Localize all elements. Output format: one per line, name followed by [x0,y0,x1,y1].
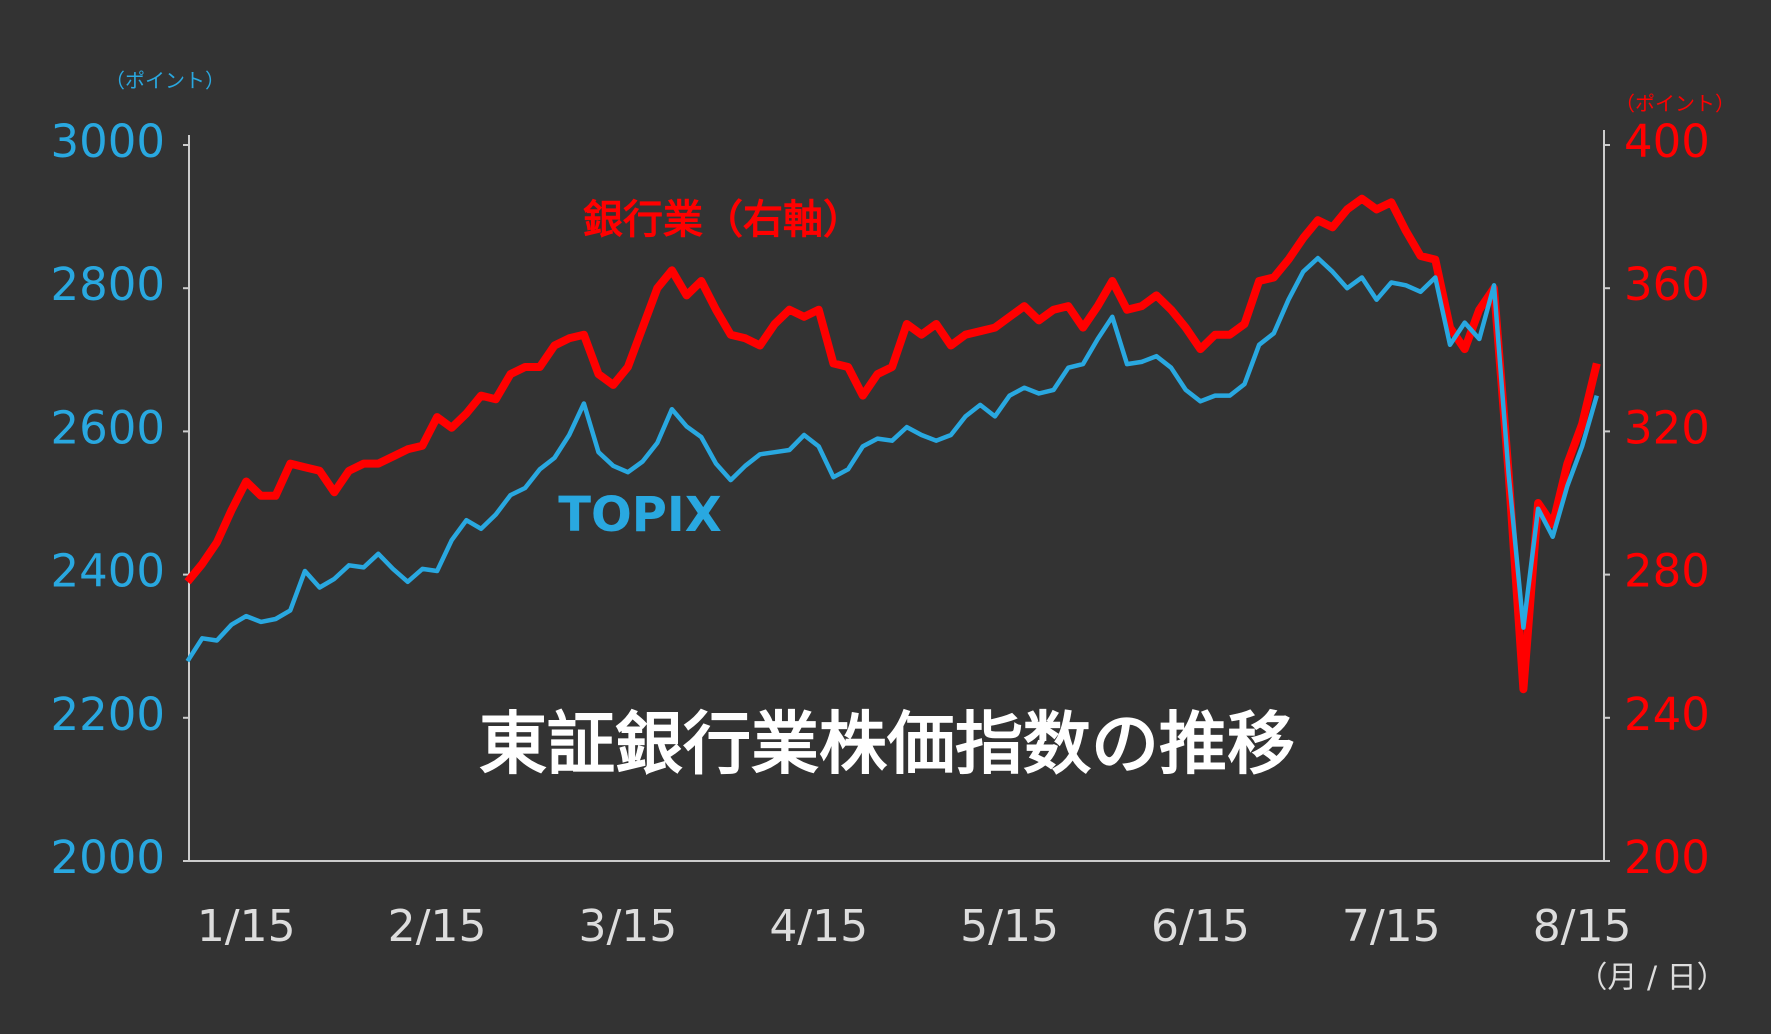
y2-tick-label: 360 [1624,258,1710,311]
y-tick-label: 2800 [50,258,165,311]
y2-tick-label: 280 [1624,545,1710,598]
series-line [185,255,1599,663]
y2-tick-label: 320 [1624,401,1710,454]
y2-tick-label: 240 [1624,688,1710,741]
y2-tick-label: 200 [1624,831,1710,884]
x-tick-label: 5/15 [960,901,1059,952]
y-tick-label: 2600 [50,401,165,454]
y2-axis-unit: （ポイント） [1615,92,1735,116]
x-tick-label: 2/15 [388,901,487,952]
y-tick-label: 2000 [50,831,165,884]
series-label: TOPIX [558,487,722,543]
x-tick-label: 7/15 [1342,901,1441,952]
x-axis-unit: （月 / 日） [1577,961,1726,996]
y-axis-unit: （ポイント） [105,69,225,93]
y-tick-label: 2400 [50,545,165,598]
y-tick-label: 3000 [50,115,165,168]
chart-title: 東証銀行業株価指数の推移 [479,706,1295,785]
y-tick-label: 2200 [50,688,165,741]
x-tick-label: 3/15 [578,901,677,952]
y2-tick-label: 400 [1624,115,1710,168]
x-tick-label: 8/15 [1533,901,1632,952]
x-tick-label: 6/15 [1151,901,1250,952]
series-line [184,194,1601,694]
x-tick-label: 1/15 [197,901,296,952]
series-label: 銀行業（右軸） [583,197,863,243]
x-tick-label: 4/15 [769,901,868,952]
